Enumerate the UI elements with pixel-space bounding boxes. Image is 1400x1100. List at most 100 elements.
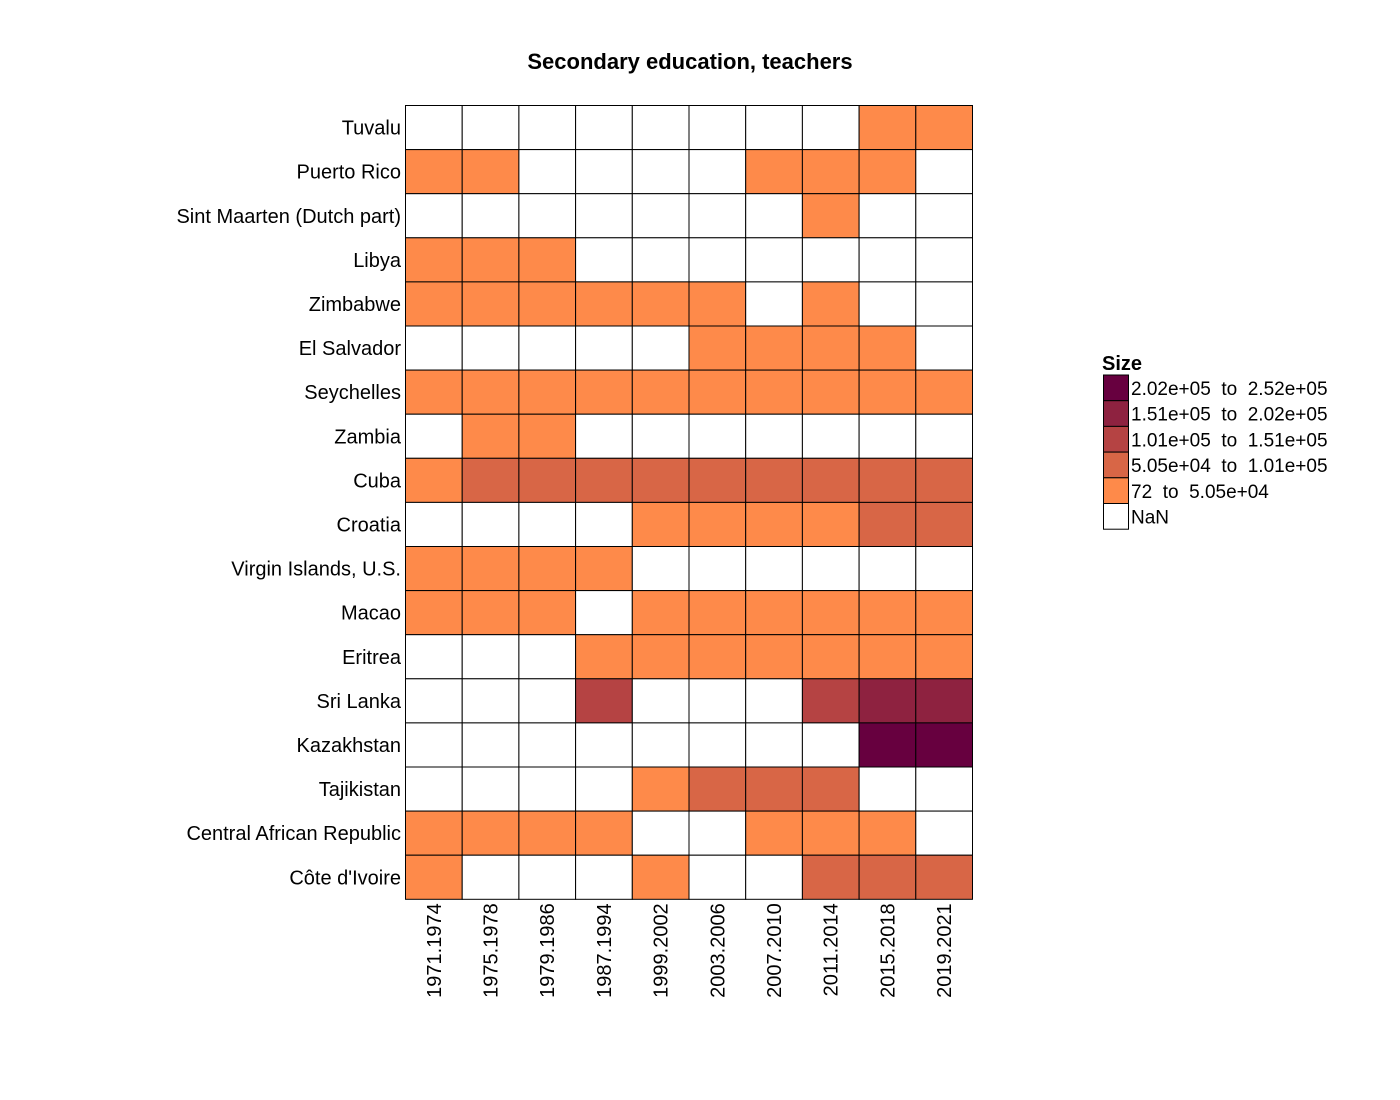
legend-label: 2.02e+05 to 2.52e+05 xyxy=(1131,379,1328,400)
heatmap-cell xyxy=(688,810,747,856)
heatmap-cell xyxy=(405,810,463,856)
row-label: Kazakhstan xyxy=(296,735,401,757)
chart-title: Secondary education, teachers xyxy=(527,49,852,74)
heatmap-cell xyxy=(405,281,463,327)
legend-label: 1.01e+05 to 1.51e+05 xyxy=(1131,430,1328,451)
heatmap-cell xyxy=(688,281,747,327)
heatmap-cell xyxy=(688,237,747,283)
heatmap-cell xyxy=(745,413,803,459)
heatmap-cell xyxy=(688,766,747,812)
column-labels: 1971.1974 1975.1978 1979.1986 1987.1994 1999… xyxy=(424,903,956,998)
heatmap-cell xyxy=(858,810,917,856)
heatmap-cell xyxy=(575,810,633,856)
heatmap-cell xyxy=(858,325,917,371)
heatmap-cell xyxy=(915,193,973,239)
row-label: Sri Lanka xyxy=(317,691,402,713)
heatmap-cell xyxy=(915,105,973,151)
heatmap-cell xyxy=(858,369,917,415)
heatmap-cell xyxy=(745,810,803,856)
heatmap-cell xyxy=(631,281,690,327)
heatmap-cell xyxy=(915,590,973,636)
heatmap-cell xyxy=(405,590,463,636)
legend-label: 5.05e+04 to 1.01e+05 xyxy=(1131,456,1328,477)
column-label: 1987.1994 xyxy=(594,903,616,998)
heatmap-cell xyxy=(745,766,803,812)
heatmap-cell xyxy=(518,281,577,327)
heatmap-cell xyxy=(575,281,633,327)
heatmap-cell xyxy=(461,281,520,327)
heatmap-cell xyxy=(915,501,973,547)
legend-swatch xyxy=(1103,400,1129,427)
heatmap-cell xyxy=(631,678,690,724)
row-label: Central African Republic xyxy=(186,823,401,845)
row-label: Seychelles xyxy=(304,382,401,404)
heatmap-cell xyxy=(575,678,633,724)
heatmap-cell xyxy=(631,149,690,195)
heatmap-cell xyxy=(801,193,860,239)
row-labels: Tuvalu Puerto Rico Sint Maarten (Dutch par… xyxy=(176,118,401,890)
heatmap-cell xyxy=(461,810,520,856)
heatmap-cell xyxy=(688,325,747,371)
heatmap-cell xyxy=(858,722,917,768)
heatmap-cell xyxy=(801,590,860,636)
heatmap-cell xyxy=(688,678,747,724)
heatmap-cell xyxy=(461,722,520,768)
heatmap-cell xyxy=(688,854,747,900)
heatmap-cell xyxy=(801,413,860,459)
column-label: 2015.2018 xyxy=(877,903,899,998)
heatmap-cell xyxy=(518,810,577,856)
heatmap-cell xyxy=(461,413,520,459)
heatmap-cell xyxy=(801,237,860,283)
heatmap-cell xyxy=(858,590,917,636)
heatmap-cell xyxy=(518,149,577,195)
heatmap-cell xyxy=(745,546,803,592)
heatmap-cell xyxy=(801,105,860,151)
heatmap-cell xyxy=(575,634,633,680)
heatmap-cell xyxy=(631,237,690,283)
legend-label: 72 to 5.05e+04 xyxy=(1131,482,1269,503)
heatmap-cell xyxy=(405,634,463,680)
heatmap-cell xyxy=(405,457,463,503)
heatmap-cell xyxy=(631,854,690,900)
heatmap-cell xyxy=(575,590,633,636)
heatmap-cell xyxy=(405,546,463,592)
row-label: El Salvador xyxy=(299,338,402,360)
heatmap-cell xyxy=(688,722,747,768)
heatmap-cell xyxy=(461,501,520,547)
heatmap-cell xyxy=(405,325,463,371)
heatmap-cell xyxy=(461,766,520,812)
heatmap-cell xyxy=(801,766,860,812)
heatmap-cell xyxy=(858,149,917,195)
heatmap-cell xyxy=(688,149,747,195)
heatmap-cell xyxy=(405,501,463,547)
heatmap-cell xyxy=(801,810,860,856)
heatmap-cell xyxy=(575,457,633,503)
heatmap-cell xyxy=(461,854,520,900)
row-label: Tajikistan xyxy=(319,779,401,801)
heatmap-cell xyxy=(461,678,520,724)
column-label: 1975.1978 xyxy=(481,903,503,998)
heatmap-cell xyxy=(461,325,520,371)
legend: Size 2.02e+05 to 2.52e+05 1.51e+05 to 2.0… xyxy=(1102,353,1328,530)
heatmap-cell xyxy=(745,325,803,371)
legend-label: 1.51e+05 to 2.02e+05 xyxy=(1131,405,1328,426)
legend-swatch xyxy=(1103,451,1129,479)
heatmap-cell xyxy=(915,457,973,503)
heatmap-cell xyxy=(858,193,917,239)
heatmap-cell xyxy=(858,105,917,151)
row-label: Virgin Islands, U.S. xyxy=(231,559,401,581)
heatmap-cell xyxy=(745,457,803,503)
heatmap-cell xyxy=(631,193,690,239)
heatmap-cell xyxy=(915,810,973,856)
heatmap-cell xyxy=(745,105,803,151)
legend-swatch xyxy=(1103,374,1129,402)
heatmap-cell xyxy=(575,722,633,768)
heatmap-cell xyxy=(461,457,520,503)
heatmap-cell xyxy=(518,369,577,415)
heatmap-cell xyxy=(745,854,803,900)
heatmap-cell xyxy=(915,281,973,327)
heatmap-cell xyxy=(405,149,463,195)
heatmap-cell xyxy=(688,501,747,547)
heatmap-cell xyxy=(405,193,463,239)
heatmap-cell xyxy=(745,369,803,415)
